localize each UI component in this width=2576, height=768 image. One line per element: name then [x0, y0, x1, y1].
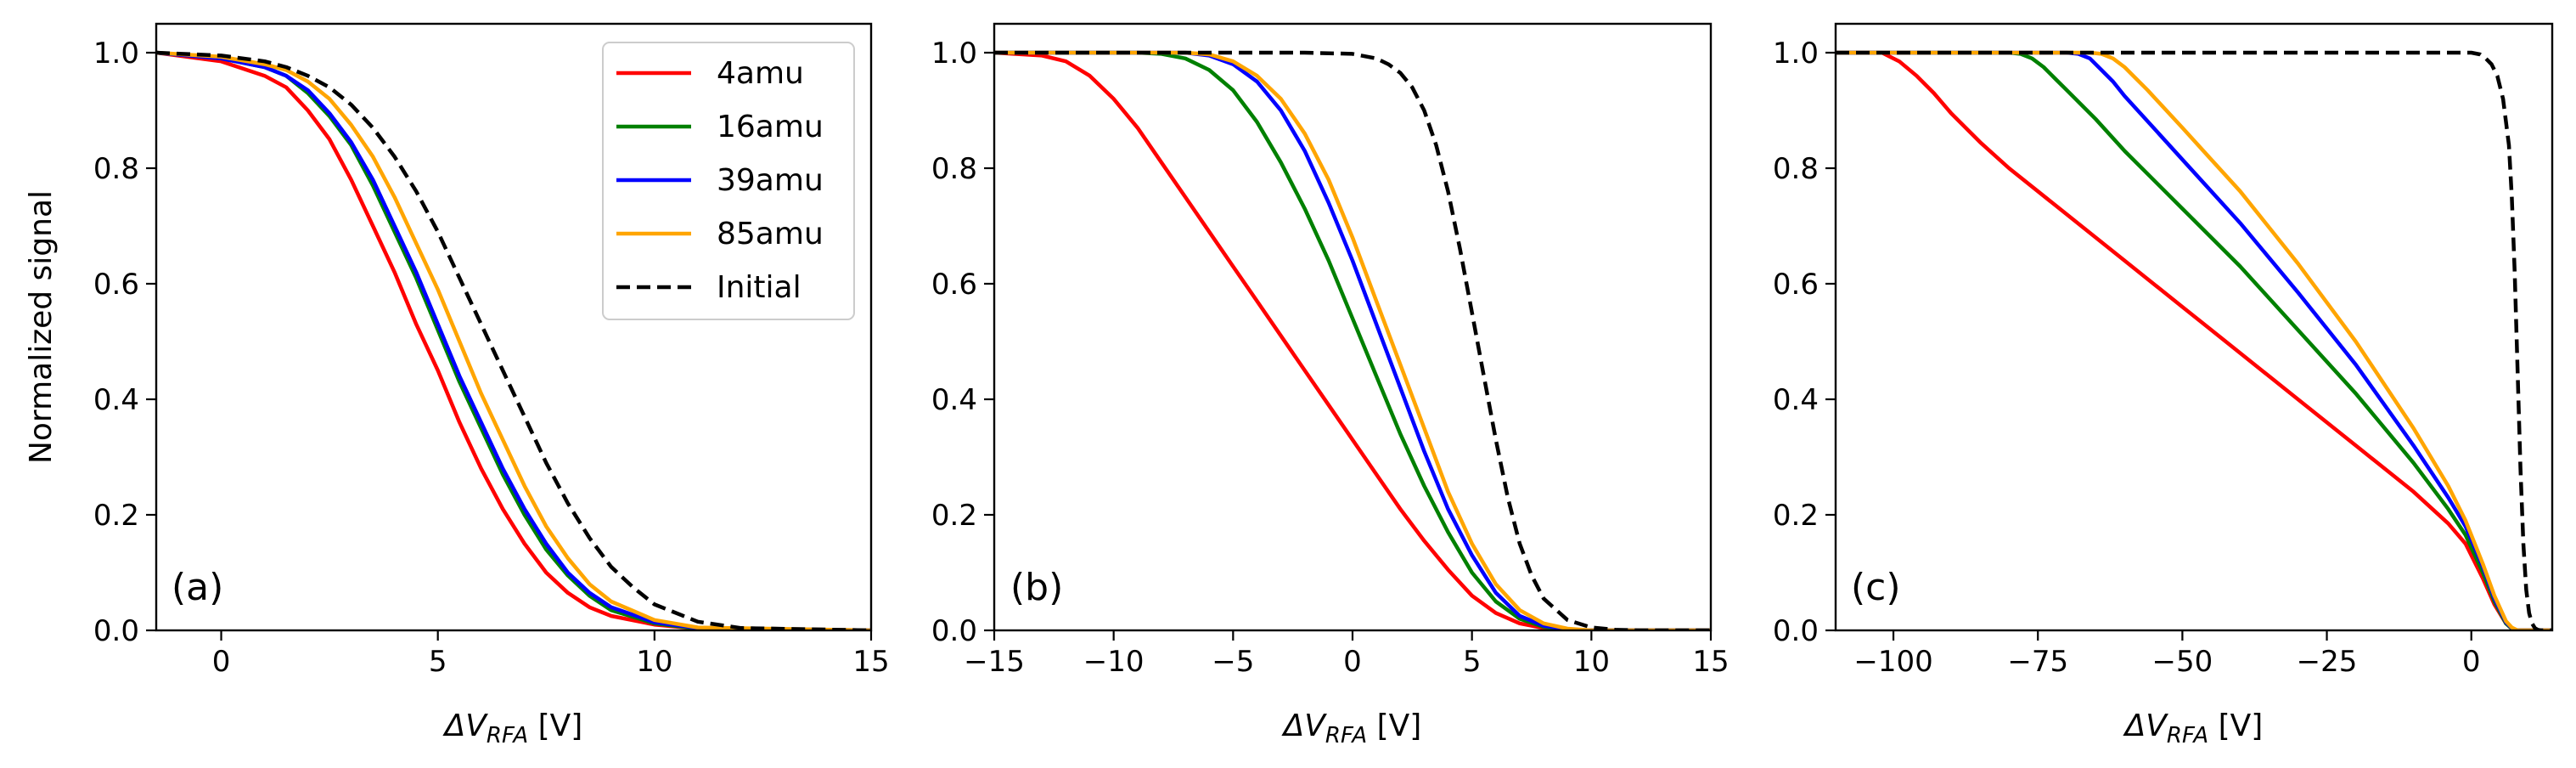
panel-b-ticks: −15 −10 −5 0 5 10 15 0.0 0.2 0.4 0.6 0.8 1.0 — [931, 37, 1730, 679]
legend-label-4amu: 4amu — [717, 56, 804, 91]
panel-b-ytick-label: 0.2 — [931, 499, 977, 533]
panel-c: −100 −75 −50 −25 0 0.0 0.2 0.4 0.6 0.8 1.0 (c) ΔVR… — [1773, 22, 2554, 748]
panel-c-ytick-label: 0.2 — [1773, 499, 1819, 533]
panel-c-ytick-label: 0.8 — [1773, 152, 1819, 186]
legend-item-39amu: 39amu — [616, 163, 824, 198]
panel-a-label: (a) — [172, 566, 223, 609]
panel-a-ytick-label: 0.6 — [93, 268, 139, 302]
panel-b-xlabel-unit: [V] — [1367, 709, 1421, 743]
panel-a: 0 5 10 15 0.0 0.2 0.4 0.6 0.8 1.0 (a) ΔVRFA [V] N… — [24, 22, 890, 748]
panel-c-xtick-label: 0 — [2462, 645, 2481, 679]
panel-a-series-4amu — [156, 50, 871, 630]
panel-b-xtick-label: −10 — [1083, 645, 1145, 679]
panel-a-ylabel: Normalized signal — [24, 190, 59, 464]
legend-item-16amu: 16amu — [616, 110, 824, 144]
panel-a-ytick-label: 1.0 — [93, 37, 139, 71]
panel-b-xtick-label: 5 — [1463, 645, 1482, 679]
panel-a-series-85amu — [156, 50, 871, 630]
panel-c-ytick-label: 1.0 — [1773, 37, 1819, 71]
panel-a-series — [156, 50, 871, 630]
panel-a-ytick-label: 0.2 — [93, 499, 139, 533]
panel-b-xlabel-sub: RFA — [1325, 723, 1367, 748]
panel-a-xtick-label: 0 — [212, 645, 231, 679]
panel-c-ytick-label: 0.4 — [1773, 383, 1819, 417]
panel-a-xtick-label: 10 — [636, 645, 672, 679]
panel-b-xtick-label: −5 — [1212, 645, 1254, 679]
legend-box — [602, 42, 855, 320]
panel-a-ytick-label: 0.0 — [93, 614, 139, 648]
panel-b-xtick-label: 0 — [1343, 645, 1362, 679]
panel-b-ytick-label: 0.8 — [931, 152, 977, 186]
panel-c-xtick-label: −50 — [2152, 645, 2213, 679]
panel-b-xtick-label: −15 — [964, 645, 1025, 679]
panel-a-xlabel-main: ΔV — [442, 709, 489, 743]
legend: 4amu 16amu 39amu 85amu Initial — [602, 42, 855, 320]
panel-a-frame — [155, 22, 873, 632]
panel-a-ytick-label: 0.8 — [93, 152, 139, 186]
legend-label-85amu: 85amu — [717, 217, 824, 251]
panel-a-xlabel: ΔVRFA [V] — [442, 709, 583, 748]
panel-c-xlabel: ΔVRFA [V] — [2123, 709, 2264, 748]
legend-item-initial: Initial — [616, 270, 801, 305]
panel-b-label: (b) — [1010, 566, 1063, 609]
panel-b-series — [994, 50, 1711, 630]
panel-c-xlabel-sub: RFA — [2167, 723, 2208, 748]
legend-item-4amu: 4amu — [616, 56, 804, 91]
panel-b-ytick-label: 0.0 — [931, 614, 977, 648]
panel-b-series-85amu — [994, 50, 1711, 630]
panel-c-xtick-label: −75 — [2007, 645, 2068, 679]
panel-b-frame — [993, 22, 1713, 632]
panel-a-xlabel-sub: RFA — [487, 723, 528, 748]
panel-c-ytick-label: 0.6 — [1773, 268, 1819, 302]
panel-c-series — [1836, 50, 2552, 630]
panel-b-xtick-label: 10 — [1573, 645, 1610, 679]
panel-c-xlabel-unit: [V] — [2208, 709, 2263, 743]
panel-b: −15 −10 −5 0 5 10 15 0.0 0.2 0.4 0.6 0.8 1.0 (b) ΔVR… — [931, 22, 1730, 748]
panel-b-xlabel-main: ΔV — [1281, 709, 1328, 743]
panel-a-ytick-label: 0.4 — [93, 383, 139, 417]
panel-a-series-initial — [156, 50, 871, 630]
panel-b-xtick-label: 15 — [1692, 645, 1729, 679]
panel-c-xtick-label: −100 — [1853, 645, 1932, 679]
panel-c-xlabel-main: ΔV — [2123, 709, 2169, 743]
panel-c-ytick-label: 0.0 — [1773, 614, 1819, 648]
panel-a-xlabel-unit: [V] — [528, 709, 582, 743]
panel-a-series-39amu — [156, 50, 871, 630]
legend-label-16amu: 16amu — [717, 110, 824, 144]
panel-b-series-initial — [994, 50, 1711, 630]
panel-c-label: (c) — [1851, 566, 1901, 609]
panel-b-ytick-label: 0.4 — [931, 383, 977, 417]
panel-a-ticks: 0 5 10 15 0.0 0.2 0.4 0.6 0.8 1.0 — [93, 37, 890, 679]
panel-a-xtick-label: 15 — [852, 645, 889, 679]
panel-c-xtick-label: −25 — [2297, 645, 2358, 679]
panel-b-series-39amu — [994, 50, 1711, 630]
legend-label-39amu: 39amu — [717, 163, 824, 198]
legend-label-initial: Initial — [717, 270, 801, 305]
panel-c-frame — [1834, 22, 2554, 632]
panel-b-xlabel: ΔVRFA [V] — [1281, 709, 1422, 748]
panel-a-xtick-label: 5 — [429, 645, 447, 679]
panel-b-series-4amu — [994, 50, 1711, 630]
panel-c-ticks: −100 −75 −50 −25 0 0.0 0.2 0.4 0.6 0.8 1.0 — [1773, 37, 2481, 679]
panel-c-series-initial — [1836, 50, 2552, 630]
panel-b-ytick-label: 0.6 — [931, 268, 977, 302]
panel-b-ytick-label: 1.0 — [931, 37, 977, 71]
panel-c-series-85amu — [1836, 50, 2552, 630]
legend-item-85amu: 85amu — [616, 217, 824, 251]
